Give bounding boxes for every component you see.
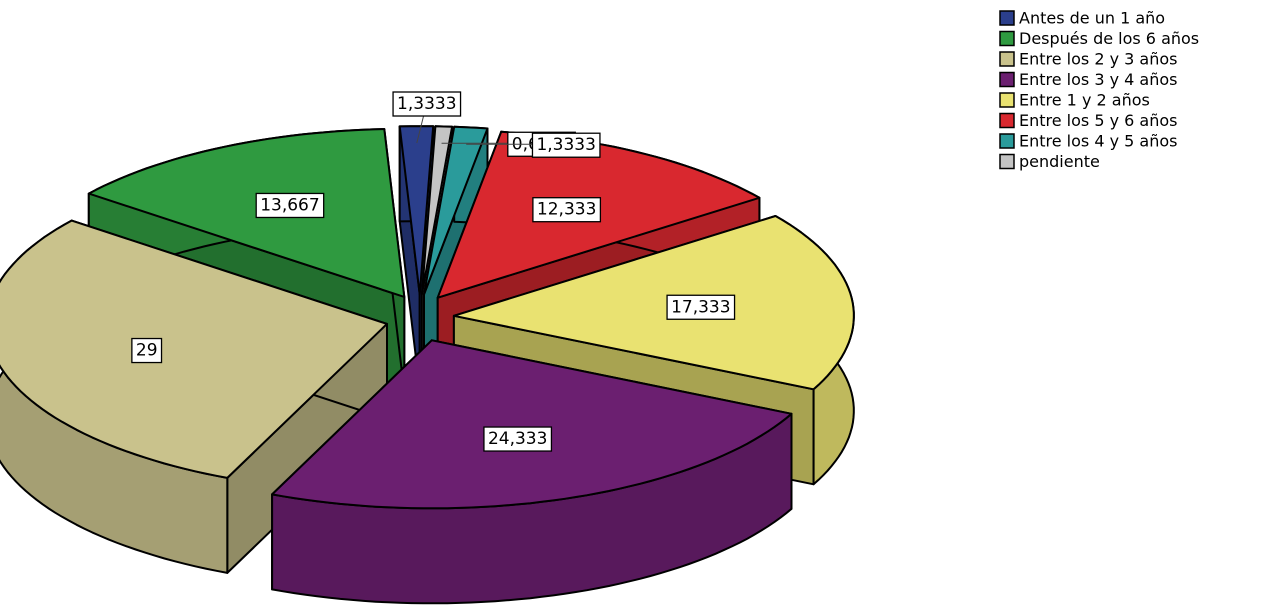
legend-label: pendiente xyxy=(1019,152,1100,171)
slice xyxy=(271,339,793,510)
legend-label: Entre 1 y 2 años xyxy=(1019,91,1150,110)
slice xyxy=(423,125,489,296)
slice xyxy=(452,215,855,391)
data-label: 1,3333 xyxy=(536,135,595,155)
legend-swatch xyxy=(999,153,1015,170)
legend-swatch xyxy=(999,133,1015,149)
data-label-box xyxy=(483,426,553,452)
data-label-box xyxy=(255,192,325,219)
data-label: 24,333 xyxy=(488,429,547,449)
data-label: 12,333 xyxy=(537,200,596,220)
legend-label: Después de los 6 años xyxy=(1019,29,1199,48)
data-label-box xyxy=(531,132,601,158)
data-label: 1,3333 xyxy=(397,94,456,114)
legend-swatch xyxy=(999,51,1015,67)
legend-label: Entre los 4 y 5 años xyxy=(1019,132,1178,151)
data-label: 13,667 xyxy=(260,195,319,215)
data-label-box xyxy=(131,337,163,364)
legend-label: Entre los 3 y 4 años xyxy=(1019,70,1178,89)
data-label-box xyxy=(666,294,736,320)
data-label: 17,333 xyxy=(671,297,730,317)
slice xyxy=(0,219,388,479)
legend-label: Entre los 5 y 6 años xyxy=(1019,111,1178,130)
slice xyxy=(420,125,454,296)
legend-label: Entre los 2 y 3 años xyxy=(1019,50,1178,69)
legend-swatch xyxy=(999,30,1015,47)
pie xyxy=(0,125,855,605)
data-label-box xyxy=(532,197,602,223)
legend-swatch xyxy=(999,10,1015,26)
data-label: 29 xyxy=(136,341,158,361)
legend-swatch xyxy=(999,112,1015,129)
slice xyxy=(398,125,435,296)
legend-label: Antes de un 1 año xyxy=(1019,9,1165,28)
legend-swatch xyxy=(999,92,1015,108)
slice xyxy=(87,128,406,298)
data-label-box xyxy=(392,91,462,117)
legend-swatch xyxy=(999,71,1015,88)
